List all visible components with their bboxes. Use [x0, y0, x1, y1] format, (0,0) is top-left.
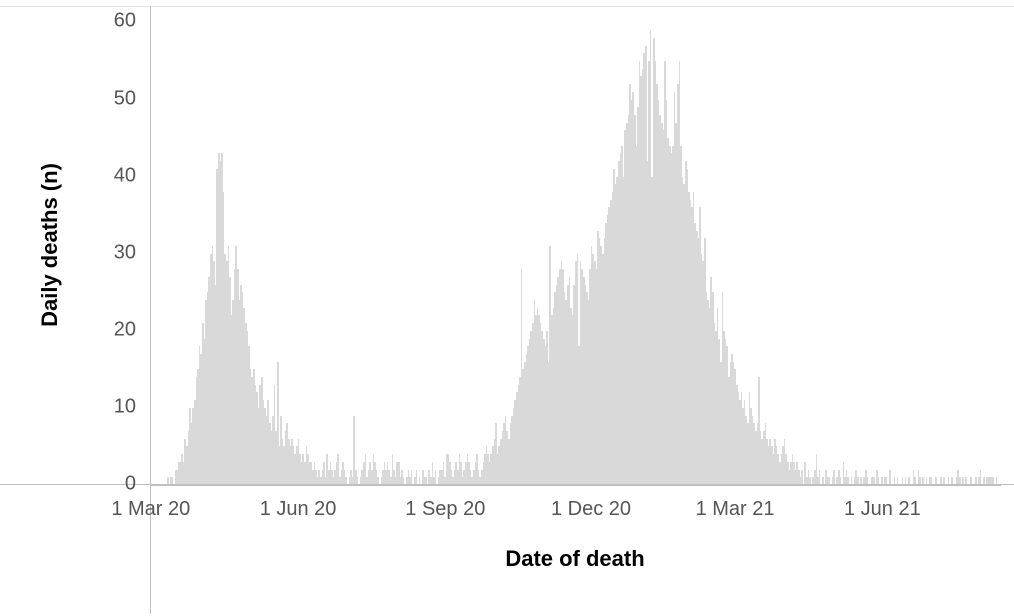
x-tick-label: 1 Mar 21	[696, 498, 775, 521]
bar	[833, 470, 835, 485]
x-tick-label: 1 Jun 20	[260, 498, 337, 521]
bar	[435, 470, 437, 485]
bar	[819, 470, 821, 485]
bar	[801, 470, 803, 485]
daily-deaths-chart: Daily deaths (n) Date of death 0 10 20 30 40…	[0, 0, 1014, 616]
y-tick-label: 10	[114, 395, 136, 418]
plot-area	[150, 6, 1001, 486]
bar	[411, 470, 413, 485]
x-tick-label: 1 Mar 20	[111, 498, 190, 521]
x-tick-label: 1 Jun 21	[844, 498, 921, 521]
bar	[416, 470, 418, 485]
x-tick-label: 1 Dec 20	[551, 498, 631, 521]
bars-container	[151, 7, 1001, 485]
y-tick-label: 40	[114, 164, 136, 187]
y-tick-label: 30	[114, 241, 136, 264]
x-tick-label: 1 Sep 20	[405, 498, 485, 521]
y-tick-label: 60	[114, 10, 136, 33]
y-tick-label: 20	[114, 318, 136, 341]
y-axis-title: Daily deaths (n)	[37, 163, 63, 327]
y-tick-label: 50	[114, 87, 136, 110]
bar	[980, 470, 982, 485]
x-axis-line	[0, 484, 1014, 485]
x-axis-title: Date of death	[505, 546, 644, 572]
bar	[889, 470, 891, 485]
y-tick-label: 0	[125, 473, 136, 496]
